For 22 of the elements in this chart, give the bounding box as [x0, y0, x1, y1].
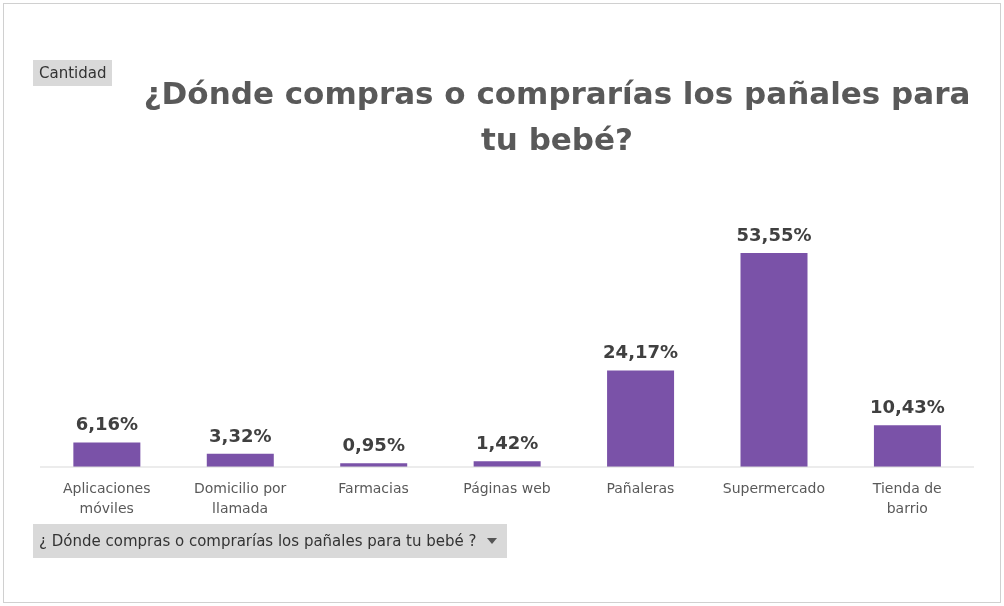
bar	[206, 453, 274, 467]
bar	[607, 370, 675, 467]
x-tick-label: Supermercado	[722, 480, 825, 496]
text: Cantidad	[33, 60, 113, 86]
data-label: 53,55%	[736, 224, 812, 245]
data-label: 1,42%	[475, 432, 539, 454]
bar	[873, 425, 941, 467]
data-label: 3,32%	[209, 424, 272, 446]
bar	[73, 442, 141, 467]
x-tick-label: Pañaleras	[606, 480, 675, 496]
x-tick-label: Farmacias	[338, 480, 409, 496]
data-label: 24,17%	[603, 341, 679, 363]
x-tick-label: Tienda de barrio	[871, 480, 942, 516]
data-label: 10,43%	[869, 396, 945, 418]
text: ¿ Dónde compras o comprarías los pañales para tu bebé ?	[39, 532, 477, 550]
data-label: 0,95%	[342, 434, 405, 456]
data-label: 6,16%	[75, 413, 139, 435]
x-tick-label: Páginas web	[463, 480, 551, 496]
x-tick-label: Aplicaciones móviles	[62, 480, 151, 516]
bar	[740, 253, 808, 467]
chart-title: ¿Dónde compras o comprarías los pañales para tu bebé?	[142, 74, 972, 159]
x-tick-label: Domicilio por llamada	[193, 480, 287, 516]
